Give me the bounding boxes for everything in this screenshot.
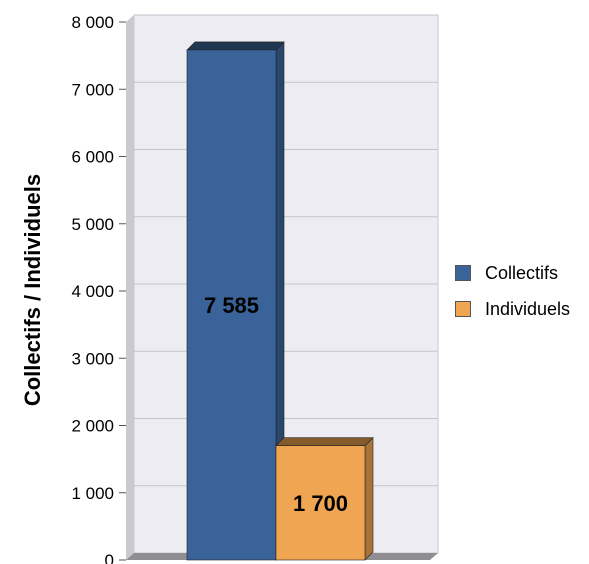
- legend-swatch-collectifs: [455, 265, 471, 281]
- y-tick-label: 4 000: [71, 282, 114, 301]
- y-tick-label: 8 000: [71, 13, 114, 32]
- legend-swatch-individuels: [455, 301, 471, 317]
- legend-item-individuels: Individuels: [455, 298, 570, 320]
- y-tick-label: 7 000: [71, 80, 114, 99]
- legend-item-collectifs: Collectifs: [455, 262, 570, 284]
- bar-collectifs: [186, 49, 277, 561]
- bar-top-collectifs: [186, 41, 285, 51]
- bar-individuels: [275, 445, 366, 561]
- plot-side-wall: [126, 15, 134, 560]
- y-tick-label: 3 000: [71, 349, 114, 368]
- bar-top-individuels: [275, 437, 374, 446]
- y-axis-title: Collectifs / Individuels: [20, 174, 45, 406]
- y-tick-label: 0: [105, 551, 114, 564]
- y-tick-label: 6 000: [71, 148, 114, 167]
- y-tick-label: 5 000: [71, 215, 114, 234]
- legend-label-individuels: Individuels: [485, 298, 571, 319]
- legend: Collectifs Individuels: [455, 262, 570, 334]
- legend-label-collectifs: Collectifs: [485, 262, 559, 283]
- y-tick-label: 2 000: [71, 417, 114, 436]
- data-label-collectifs: 7 585: [204, 293, 259, 318]
- y-tick-label: 1 000: [71, 484, 114, 503]
- data-label-individuels: 1 700: [293, 491, 348, 516]
- bar-side-individuels: [364, 436, 374, 561]
